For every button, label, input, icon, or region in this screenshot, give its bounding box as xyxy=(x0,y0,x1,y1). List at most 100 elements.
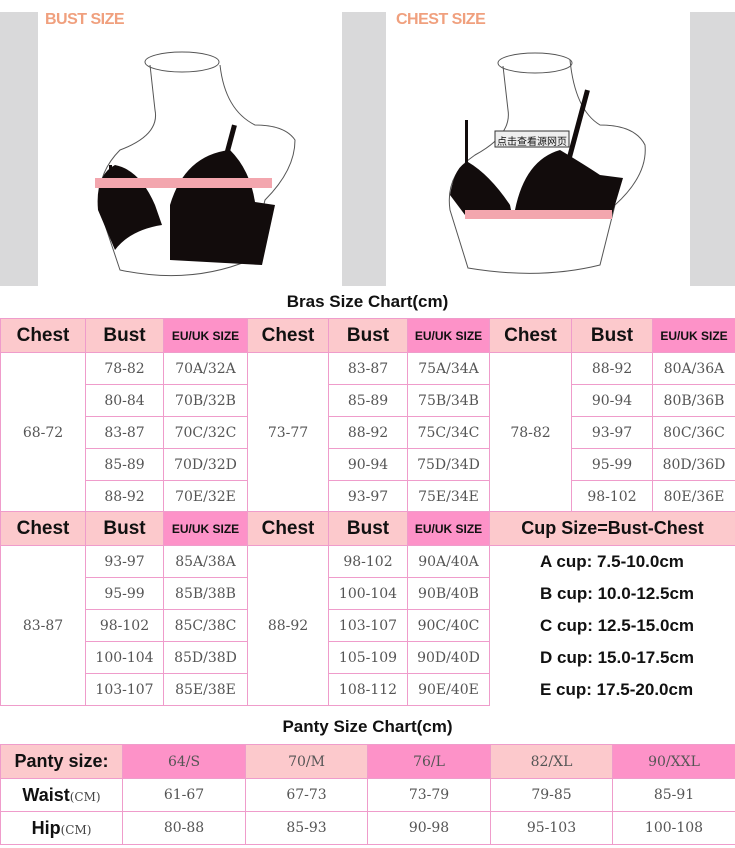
table-row: 88-92 70E/32E 93-97 75E/34E 98-102 80E/36E xyxy=(1,480,735,513)
chest-bra xyxy=(450,89,623,215)
eu-uk-size: 70A/32A xyxy=(163,352,248,385)
cup-size-item: C cup: 12.5-15.0cm xyxy=(540,615,695,635)
cup-size-item: A cup: 7.5-10.0cm xyxy=(540,551,684,571)
bust-range: 85-89 xyxy=(85,448,164,481)
chest-range: 68-72 xyxy=(0,352,86,513)
mannequin-illustrations xyxy=(95,51,646,277)
cup-size-item: E cup: 17.5-20.0cm xyxy=(540,679,694,699)
watermark-box xyxy=(494,130,570,148)
panty-value: 80-88 xyxy=(122,811,246,845)
panty-value: 100-108 xyxy=(612,811,735,845)
panty-row-label: Hip(CM) xyxy=(0,811,123,845)
cup-size-formula: Cup Size=Bust-Chest xyxy=(489,511,735,546)
panty-size-m: 70/M xyxy=(245,744,368,779)
panty-size-label: Panty size: xyxy=(0,744,123,779)
table-row: 83-87 93-97 85A/38A 88-92 98-102 90A/40A A cup… xyxy=(0,545,735,706)
header-chest: Chest xyxy=(247,318,329,353)
eu-uk-size: 70C/32C xyxy=(163,416,248,449)
bras-size-table-top: Chest Bust EU/UK SIZE Chest Bust EU/UK S… xyxy=(0,318,735,513)
unit-label: (CM) xyxy=(60,822,92,837)
bust-range: 103-107 xyxy=(85,673,164,706)
bust-bra xyxy=(97,124,275,265)
panty-size-l: 76/L xyxy=(367,744,491,779)
bust-range: 100-104 xyxy=(85,641,164,674)
bust-range: 100-104 xyxy=(328,577,408,610)
panty-size-s: 64/S xyxy=(122,744,246,779)
bust-range: 95-99 xyxy=(85,577,164,610)
chest-mannequin-illustration xyxy=(448,52,646,274)
header-bust: Bust xyxy=(85,318,164,353)
table-row: 100-104 85D/38D 105-109 90D/40D D cup: 15.0-… xyxy=(1,641,735,674)
watermark-text: 点击查看源网页 xyxy=(497,137,567,148)
eu-uk-size: 85B/38B xyxy=(163,577,248,610)
panty-value: 90-98 xyxy=(367,811,491,845)
table-row: 85-89 70D/32D 90-94 75D/34D 95-99 80D/36D xyxy=(1,448,735,481)
panty-size-xxl: 90/XXL xyxy=(612,744,735,779)
panty-value: 79-85 xyxy=(490,778,613,812)
chest-range: 88-92 xyxy=(247,545,329,706)
waist-label: Waist xyxy=(22,784,70,805)
eu-uk-size: 90A/40A xyxy=(407,545,490,578)
bust-range: 93-97 xyxy=(85,545,164,578)
eu-uk-size: 70B/32B xyxy=(163,384,248,417)
table-row: 95-99 85B/38B 100-104 90B/40B B cup: 10.0-12… xyxy=(1,577,735,610)
eu-uk-size: 85D/38D xyxy=(163,641,248,674)
panty-value: 73-79 xyxy=(367,778,491,812)
header-eu-uk-size: EU/UK SIZE xyxy=(652,318,735,353)
header-eu-uk-size: EU/UK SIZE xyxy=(407,318,490,353)
bust-range: 108-112 xyxy=(328,673,408,706)
panty-size-xl: 82/XL xyxy=(490,744,613,779)
hip-label: Hip xyxy=(31,817,61,838)
panty-size-table: Panty size: 64/S 70/M 76/L 82/XL 90/XXL … xyxy=(0,744,735,845)
panty-value: 67-73 xyxy=(245,778,368,812)
cup-size-item: D cup: 15.0-17.5cm xyxy=(540,647,695,667)
header-chest: Chest xyxy=(489,318,572,353)
panty-value: 61-67 xyxy=(122,778,246,812)
panty-value: 95-103 xyxy=(490,811,613,845)
header-eu-uk-size: EU/UK SIZE xyxy=(407,511,490,546)
table-header-row: Chest Bust EU/UK SIZE Chest Bust EU/UK S… xyxy=(0,318,735,353)
bras-chart-title: Bras Size Chart(cm) xyxy=(286,292,449,311)
panty-row: Hip(CM) 80-88 85-93 90-98 95-103 100-108 xyxy=(0,811,735,845)
chest-measuring-tape xyxy=(465,210,612,219)
eu-uk-size: 75C/34C xyxy=(407,416,490,449)
bust-range: 103-107 xyxy=(328,609,408,642)
table-header-row: Chest Bust EU/UK SIZE Chest Bust EU/UK S… xyxy=(0,511,735,546)
chest-range: 73-77 xyxy=(247,352,329,513)
bust-range: 83-87 xyxy=(328,352,408,385)
eu-uk-size: 80A/36A xyxy=(652,352,735,385)
header-bust: Bust xyxy=(571,318,653,353)
panty-value: 85-93 xyxy=(245,811,368,845)
bust-mannequin-illustration xyxy=(98,51,296,277)
bust-size-label: BUST SIZE xyxy=(45,11,125,28)
bust-range: 93-97 xyxy=(328,480,408,513)
eu-uk-size: 70D/32D xyxy=(163,448,248,481)
header-chest: Chest xyxy=(247,511,329,546)
bust-range: 80-84 xyxy=(85,384,164,417)
panty-row: Waist(CM) 61-67 67-73 73-79 79-85 85-91 xyxy=(0,778,735,812)
eu-uk-size: 70E/32E xyxy=(163,480,248,513)
bras-size-table-bottom: Chest Bust EU/UK SIZE Chest Bust EU/UK S… xyxy=(0,511,735,706)
header-eu-uk-size: EU/UK SIZE xyxy=(163,318,248,353)
header-eu-uk-size: EU/UK SIZE xyxy=(163,511,248,546)
bust-range: 88-92 xyxy=(328,416,408,449)
panty-chart-title: Panty Size Chart(cm) xyxy=(282,717,453,736)
header-chest: Chest xyxy=(0,318,86,353)
bust-range: 88-92 xyxy=(85,480,164,513)
eu-uk-size: 75D/34D xyxy=(407,448,490,481)
bust-range: 88-92 xyxy=(571,352,653,385)
eu-uk-size: 75E/34E xyxy=(407,480,490,513)
header-bust: Bust xyxy=(328,511,408,546)
eu-uk-size: 80D/36D xyxy=(652,448,735,481)
table-row: 103-107 85E/38E 108-112 90E/40E E cup: 17.5-… xyxy=(1,673,735,706)
table-row: 98-102 85C/38C 103-107 90C/40C C cup: 12.5-1… xyxy=(1,609,735,642)
bust-range: 90-94 xyxy=(571,384,653,417)
panty-header-row: Panty size: 64/S 70/M 76/L 82/XL 90/XXL xyxy=(0,744,735,779)
table-row: 80-84 70B/32B 85-89 75B/34B 90-94 80B/36B xyxy=(1,384,735,417)
bust-range: 98-102 xyxy=(571,480,653,513)
chest-size-label: CHEST SIZE xyxy=(396,11,486,28)
eu-uk-size: 85A/38A xyxy=(163,545,248,578)
header-bust: Bust xyxy=(85,511,164,546)
eu-uk-size: 85E/38E xyxy=(163,673,248,706)
chest-range: 83-87 xyxy=(0,545,86,706)
